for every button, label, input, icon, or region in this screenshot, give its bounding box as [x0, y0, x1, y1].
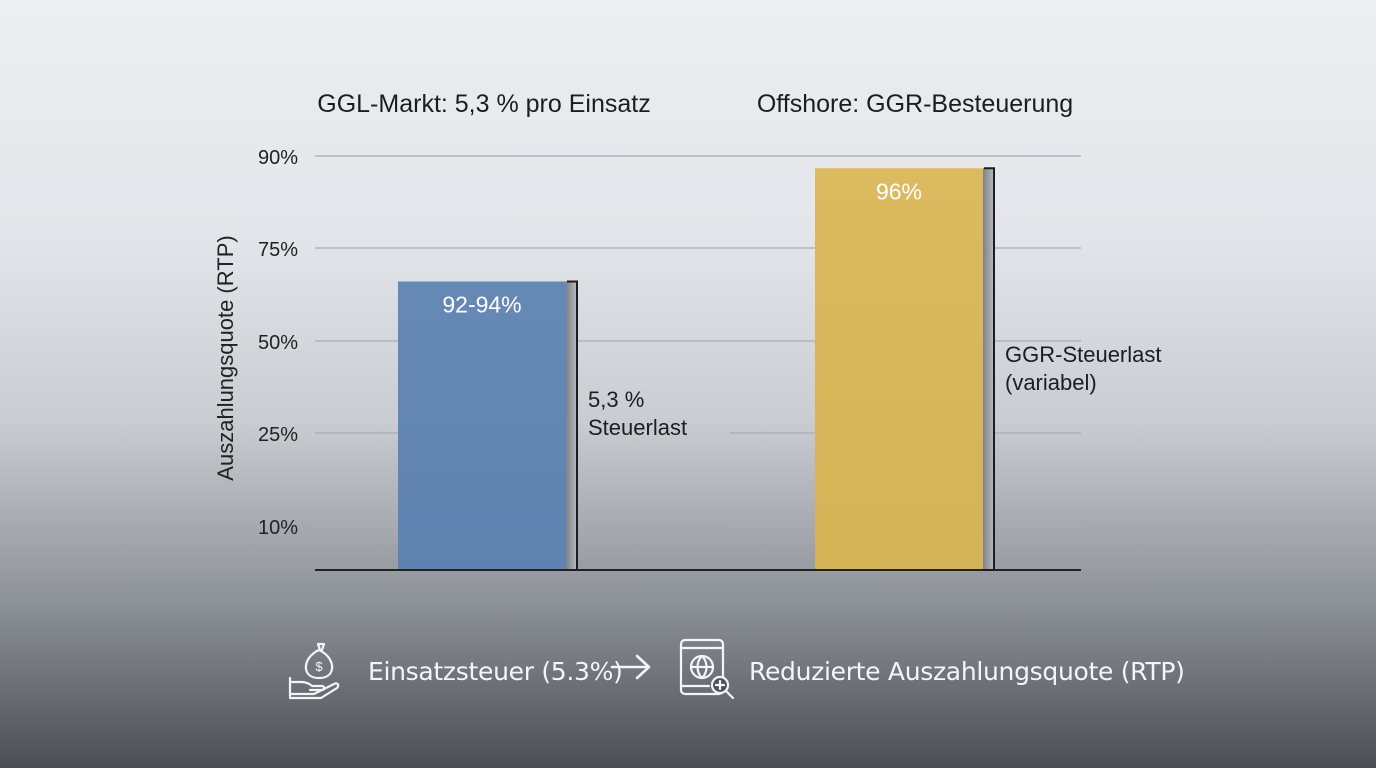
- y-axis-label: Auszahlungsquote (RTP): [213, 235, 238, 480]
- bars: 92-94% 96%: [398, 168, 993, 570]
- bar-value-label: 96%: [876, 178, 922, 204]
- annotation-text: GGR-Steuerlast: [1005, 342, 1162, 367]
- rtp-bar-chart: 10% 25% 50% 75% 90% Auszahlungsquote (RTP) G…: [213, 90, 1162, 571]
- y-tick-label: 75%: [258, 239, 298, 261]
- bracket: [984, 167, 995, 571]
- money-bag-hand-icon: $: [288, 638, 350, 704]
- category-title: Offshore: GGR-Besteuerung: [757, 90, 1073, 118]
- y-tick-label: 90%: [258, 147, 298, 169]
- bar: [398, 281, 566, 570]
- bar: [815, 168, 983, 570]
- svg-text:$: $: [315, 659, 323, 674]
- footer-legend: $ Einsatzsteuer (5.3%): [0, 630, 1376, 710]
- category-title: GGL-Markt: 5,3 % pro Einsatz: [317, 90, 650, 118]
- annotation-text: 5,3 %: [588, 387, 644, 412]
- y-tick-labels: 10% 25% 50% 75% 90%: [258, 147, 298, 539]
- category-titles: GGL-Markt: 5,3 % pro Einsatz Offshore: GG…: [317, 90, 1073, 118]
- bracket: [567, 280, 578, 571]
- y-tick-label: 25%: [258, 424, 298, 446]
- annotation-text: (variabel): [1005, 370, 1097, 395]
- bar-shadow: [566, 281, 576, 570]
- annotations: 5,3 % Steuerlast GGR-Steuerlast (variabel): [567, 167, 1162, 571]
- y-tick-label: 50%: [258, 332, 298, 354]
- arrow-right-icon: [610, 652, 652, 686]
- y-tick-label: 10%: [258, 517, 298, 539]
- annotation-text: Steuerlast: [588, 415, 687, 440]
- rtp-label: Reduzierte Auszahlungsquote (RTP): [749, 656, 1185, 686]
- bar-value-label: 92-94%: [442, 291, 521, 317]
- tax-label: Einsatzsteuer (5.3%): [368, 656, 623, 686]
- bar-shadow: [983, 168, 993, 570]
- tablet-globe-search-icon: [679, 638, 737, 704]
